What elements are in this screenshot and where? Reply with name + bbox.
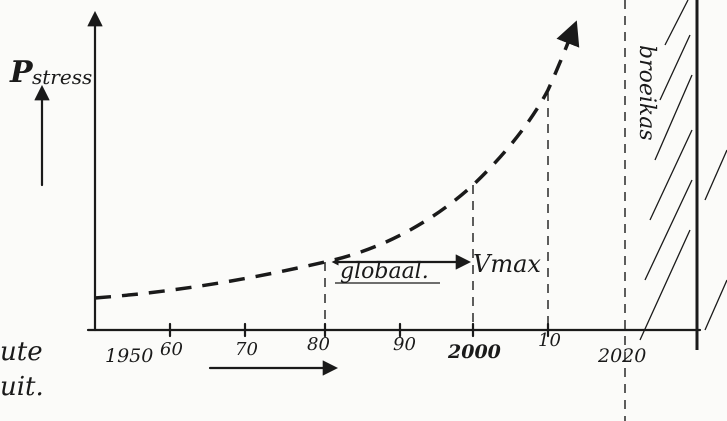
y-label-sub: stress <box>32 65 92 89</box>
x-tick-label: 60 <box>160 339 183 360</box>
stress-curve <box>94 20 580 300</box>
x-tick-label: 80 <box>307 334 330 355</box>
x-tick-label: 10 <box>538 330 561 351</box>
x-tick-label: 70 <box>235 339 258 360</box>
x-tick-label: 2020 <box>597 345 646 367</box>
y-label-main: P <box>9 55 34 90</box>
side-text: ute <box>0 337 43 367</box>
side-text: uit. <box>0 372 44 402</box>
peak-label: Vmax <box>473 250 541 278</box>
x-tick-label: 1950 <box>105 345 153 367</box>
hatch <box>639 0 727 350</box>
range-label: globaal. <box>340 259 429 284</box>
x-tick-label: 90 <box>393 334 416 355</box>
zone-label: broeikas <box>634 45 659 141</box>
x-tick-label: 2000 <box>447 341 501 363</box>
